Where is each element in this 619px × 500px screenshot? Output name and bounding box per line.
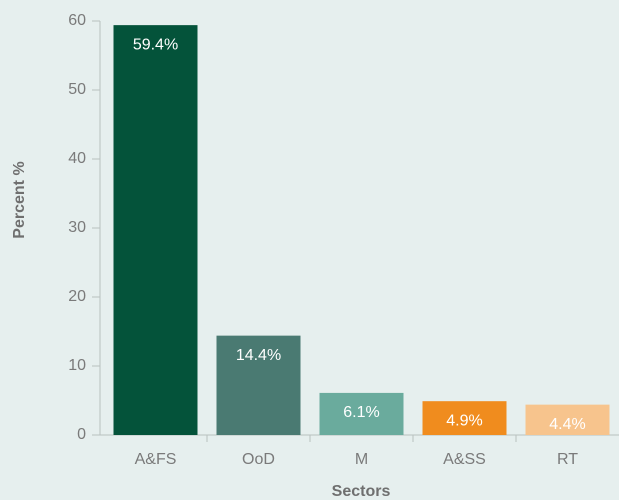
x-tick-label: RT bbox=[557, 451, 578, 468]
y-tick-label: 20 bbox=[68, 288, 86, 305]
y-tick-label: 50 bbox=[68, 81, 86, 98]
x-tick-label: A&FS bbox=[135, 451, 177, 468]
y-tick-label: 40 bbox=[68, 150, 86, 167]
x-axis-title: Sectors bbox=[332, 483, 391, 500]
value-label: 4.9% bbox=[446, 412, 482, 429]
bar bbox=[216, 335, 301, 435]
y-tick-label: 30 bbox=[68, 219, 86, 236]
x-tick-label: A&SS bbox=[443, 451, 486, 468]
x-tick-label: OoD bbox=[242, 451, 275, 468]
y-axis-title: Percent % bbox=[11, 161, 28, 238]
bar bbox=[113, 25, 198, 435]
bar bbox=[422, 401, 507, 435]
y-tick-label: 10 bbox=[68, 357, 86, 374]
value-label: 6.1% bbox=[343, 404, 379, 421]
bar bbox=[525, 404, 610, 435]
x-tick-label: M bbox=[355, 451, 368, 468]
bar bbox=[319, 392, 404, 435]
y-tick-label: 0 bbox=[77, 426, 86, 443]
value-label: 4.4% bbox=[549, 416, 585, 433]
value-label: 59.4% bbox=[133, 36, 178, 53]
y-tick-label: 60 bbox=[68, 12, 86, 29]
value-label: 14.4% bbox=[236, 347, 281, 364]
